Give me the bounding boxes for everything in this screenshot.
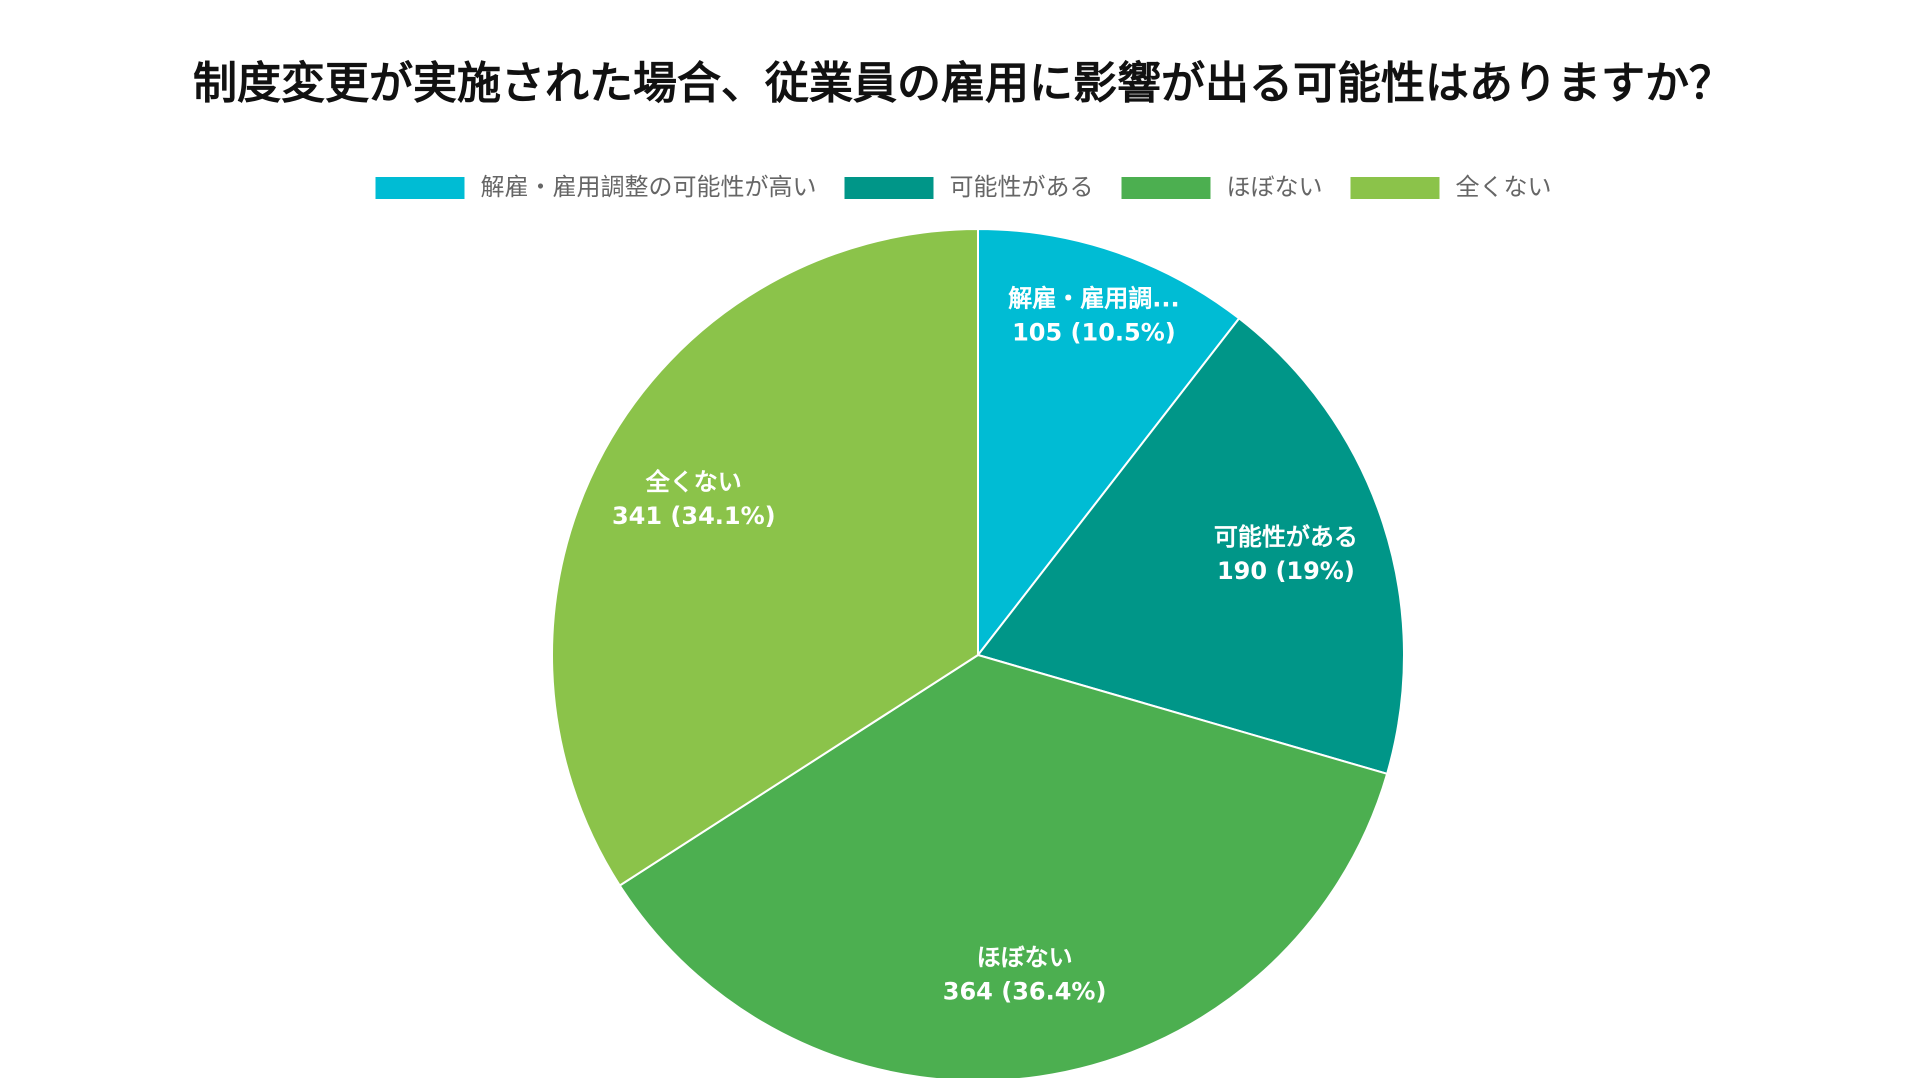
pie-slice xyxy=(551,227,979,887)
slice-label: 可能性がある xyxy=(1214,523,1358,551)
value-label: 341 (34.1%) xyxy=(612,502,776,530)
legend-label: 可能性がある xyxy=(950,173,1094,201)
pie-slice xyxy=(976,316,1406,776)
slice-label: ほぼない xyxy=(977,943,1073,971)
legend-swatch xyxy=(1350,177,1440,199)
value-label: 190 (19%) xyxy=(1217,557,1355,585)
pie-slice xyxy=(618,653,1389,1078)
legend-label: ほぼない xyxy=(1227,173,1323,201)
chart-title: 制度変更が実施された場合、従業員の雇用に影響が出る可能性はありますか？ xyxy=(193,58,1733,109)
pie-slice xyxy=(977,227,1241,658)
value-label: 105 (10.5%) xyxy=(1012,318,1176,346)
legend-swatch xyxy=(844,177,934,199)
legend-swatch xyxy=(375,177,465,199)
slice-label: 解雇・雇用調... xyxy=(1008,284,1179,312)
legend: 解雇・雇用調整の可能性が高い 可能性がある ほぼない 全くない xyxy=(375,173,1552,201)
legend-label: 解雇・雇用調整の可能性が高い xyxy=(481,173,817,201)
legend-label: 全くない xyxy=(1456,173,1552,201)
slice-label: 全くない xyxy=(645,468,742,496)
legend-swatch xyxy=(1121,177,1211,199)
value-label: 364 (36.4%) xyxy=(943,977,1107,1005)
